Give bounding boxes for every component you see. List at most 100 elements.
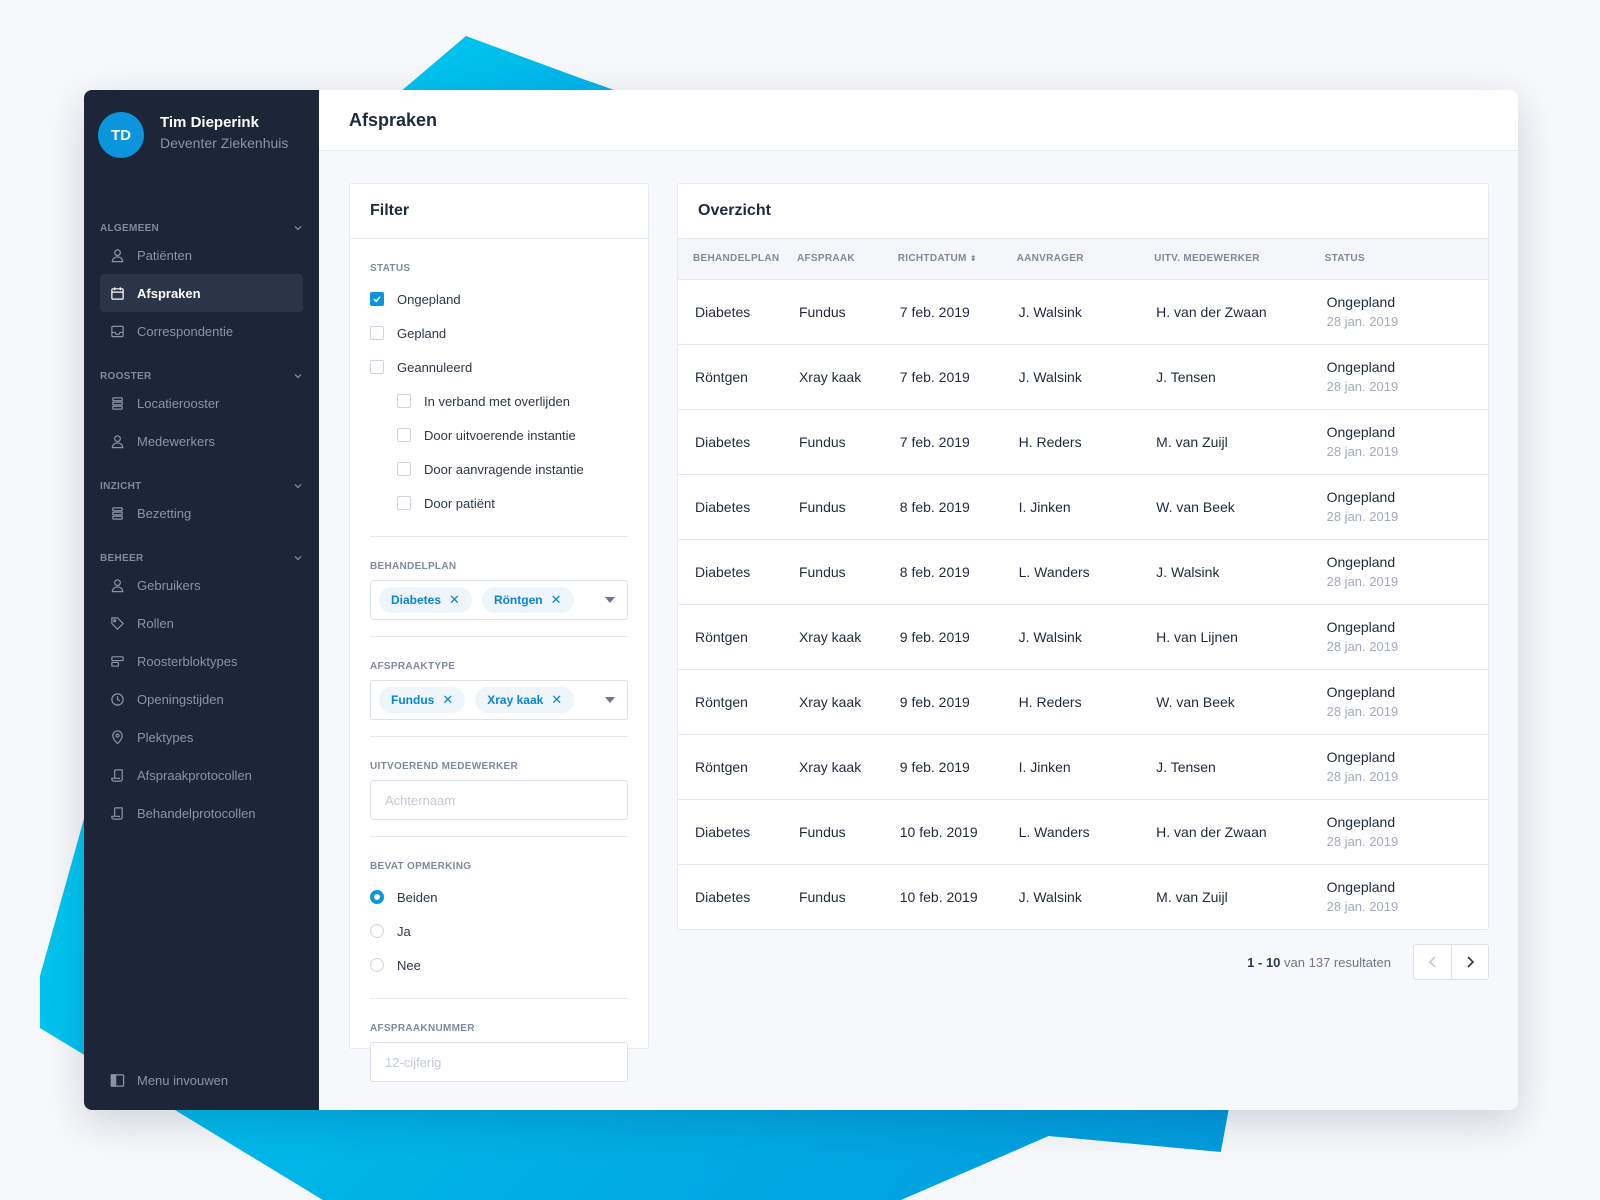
tag-label: Fundus bbox=[391, 693, 435, 707]
sidebar-item-behandelprotocollen[interactable]: Behandelprotocollen bbox=[100, 794, 303, 832]
checkbox[interactable] bbox=[370, 326, 384, 340]
table-row[interactable]: Röntgen Xray kaak 9 feb. 2019 I. Jinken J. T… bbox=[678, 734, 1488, 800]
afspraaktype-select[interactable]: Fundus ✕ Xray kaak ✕ bbox=[370, 680, 628, 720]
remove-tag-icon[interactable]: ✕ bbox=[449, 592, 460, 607]
nav-section-header[interactable]: BEHEER bbox=[100, 550, 303, 566]
opmerking-option-beiden[interactable]: Beiden bbox=[370, 880, 628, 914]
pin-icon bbox=[112, 729, 123, 744]
user-profile[interactable]: TD Tim Dieperink Deventer Ziekenhuis bbox=[84, 90, 319, 210]
nav-section-header[interactable]: ALGEMEEN bbox=[100, 220, 303, 236]
sidebar-item-openingstijden[interactable]: Openingstijden bbox=[100, 680, 303, 718]
sidebar-item-gebruikers[interactable]: Gebruikers bbox=[100, 566, 303, 604]
collapse-menu-label: Menu invouwen bbox=[137, 1073, 229, 1088]
pagination: 1 - 10 van 137 resultaten bbox=[677, 944, 1489, 980]
column-header-status[interactable]: STATUS bbox=[1309, 239, 1488, 280]
tag-xray-kaak: Xray kaak ✕ bbox=[475, 687, 575, 713]
status-date: 28 jan. 2019 bbox=[1326, 704, 1399, 719]
cell-uitv-medewerker: M. van Zuijl bbox=[1156, 888, 1228, 905]
column-header-uitv-medewerker[interactable]: UITV. MEDEWERKER bbox=[1139, 239, 1310, 280]
opmerking-option-ja[interactable]: Ja bbox=[370, 914, 628, 948]
sidebar-item-correspondentie[interactable]: Correspondentie bbox=[100, 312, 303, 350]
column-header-aanvrager[interactable]: AANVRAGER bbox=[1001, 239, 1140, 280]
main-area: Afspraken Filter STATUS Ongepland Gepland… bbox=[319, 90, 1518, 1110]
status-text: Ongepland bbox=[1326, 684, 1396, 700]
column-header-behandelplan[interactable]: BEHANDELPLAN bbox=[678, 239, 782, 280]
sidebar-item-locatierooster[interactable]: Locatierooster bbox=[100, 384, 303, 422]
table-row[interactable]: Röntgen Xray kaak 9 feb. 2019 J. Walsink H. … bbox=[678, 604, 1488, 670]
remove-tag-icon[interactable]: ✕ bbox=[550, 592, 562, 607]
cell-uitv-medewerker: M. van Zuijl bbox=[1139, 409, 1310, 475]
radio-button[interactable] bbox=[370, 958, 384, 972]
checkbox[interactable] bbox=[397, 496, 411, 510]
column-header-richtdatum[interactable]: RICHTDATUM ⬍ bbox=[882, 239, 1002, 280]
status-option-gepland[interactable]: Gepland bbox=[370, 316, 628, 350]
cell-aanvrager: H. Reders bbox=[1001, 409, 1140, 475]
table-row[interactable]: Diabetes Fundus 8 feb. 2019 L. Wanders J. Wa… bbox=[678, 539, 1488, 605]
avatar: TD bbox=[98, 112, 144, 158]
table-row[interactable]: Diabetes Fundus 8 feb. 2019 I. Jinken W. van… bbox=[678, 474, 1488, 540]
table-row[interactable]: Diabetes Fundus 7 feb. 2019 H. Reders M. van… bbox=[678, 409, 1488, 475]
sidebar-item-label: Behandelprotocollen bbox=[137, 805, 256, 821]
status-option-door-patient[interactable]: Door patiënt bbox=[370, 486, 628, 520]
sidebar-item-bezetting[interactable]: Bezetting bbox=[100, 494, 303, 532]
behandelplan-select[interactable]: Diabetes ✕ Röntgen ✕ bbox=[370, 580, 628, 620]
sidebar-item-plektypes[interactable]: Plektypes bbox=[100, 718, 303, 756]
checkbox[interactable] bbox=[397, 394, 411, 408]
status-text: Ongepland bbox=[1326, 619, 1396, 635]
table-row[interactable]: Diabetes Fundus 10 feb. 2019 L. Wanders H. v… bbox=[678, 799, 1488, 865]
column-header-label: BEHANDELPLAN bbox=[693, 253, 780, 265]
status-option-in-verband-met-overlijden[interactable]: In verband met overlijden bbox=[370, 384, 628, 418]
afspraaknummer-input[interactable] bbox=[370, 1042, 628, 1082]
chevron-right-icon bbox=[1467, 956, 1475, 968]
table-row[interactable]: Diabetes Fundus 10 feb. 2019 J. Walsink M. v… bbox=[678, 864, 1488, 929]
afspraaknummer-filter-label: AFSPRAAKNUMMER bbox=[370, 1023, 475, 1034]
collapse-menu-button[interactable]: Menu invouwen bbox=[110, 1073, 228, 1088]
previous-page-button[interactable] bbox=[1414, 945, 1451, 979]
remove-tag-icon[interactable]: ✕ bbox=[442, 692, 454, 707]
table-row[interactable]: Diabetes Fundus 7 feb. 2019 J. Walsink H. va… bbox=[678, 279, 1488, 345]
status-date: 28 jan. 2019 bbox=[1326, 899, 1399, 915]
sort-icon[interactable]: ⬍ bbox=[969, 254, 977, 264]
radio-button[interactable] bbox=[370, 890, 384, 904]
sidebar-item-patienten[interactable]: Patiënten bbox=[100, 236, 303, 274]
status-option-geannuleerd[interactable]: Geannuleerd bbox=[370, 350, 628, 384]
medewerker-input[interactable] bbox=[370, 780, 628, 820]
dropdown-caret-icon[interactable] bbox=[605, 597, 615, 603]
status-option-door-uitvoerende-instantie[interactable]: Door uitvoerende instantie bbox=[370, 418, 628, 452]
nav-section-header[interactable]: INZICHT bbox=[100, 478, 303, 494]
nav-section-beheer: BEHEER Gebruikers Rollen Roosterbloktypes Op… bbox=[84, 550, 319, 832]
checkbox-label: Gepland bbox=[397, 325, 447, 341]
sidebar-item-afspraken[interactable]: Afspraken bbox=[100, 274, 303, 312]
sidebar-item-medewerkers[interactable]: Medewerkers bbox=[100, 422, 303, 460]
table-row[interactable]: Röntgen Xray kaak 7 feb. 2019 J. Walsink J. … bbox=[678, 344, 1488, 410]
cell-uitv-medewerker: J. Tensen bbox=[1139, 734, 1310, 800]
opmerking-option-nee[interactable]: Nee bbox=[370, 948, 628, 982]
status-date: 28 jan. 2019 bbox=[1326, 574, 1399, 589]
remove-tag-icon[interactable]: ✕ bbox=[551, 692, 563, 707]
afspraaktype-filter-group: AFSPRAAKTYPE Fundus ✕ Xray kaak ✕ bbox=[370, 637, 628, 737]
dropdown-caret-icon[interactable] bbox=[605, 697, 615, 703]
status-option-ongepland[interactable]: Ongepland bbox=[370, 282, 628, 316]
cell-richtdatum: 7 feb. 2019 bbox=[882, 409, 1002, 475]
checkbox[interactable] bbox=[397, 462, 411, 476]
sidebar-item-roosterbloktypes[interactable]: Roosterbloktypes bbox=[100, 642, 303, 680]
checkbox-label: Door patiënt bbox=[424, 495, 495, 511]
checkbox[interactable] bbox=[397, 428, 411, 442]
cell-aanvrager: I. Jinken bbox=[1001, 734, 1140, 800]
afspraaktype-filter-label: AFSPRAAKTYPE bbox=[370, 661, 456, 672]
column-header-afspraak[interactable]: AFSPRAAK bbox=[781, 239, 883, 280]
clock-icon bbox=[111, 692, 124, 706]
sidebar-item-afspraakprotocollen[interactable]: Afspraakprotocollen bbox=[100, 756, 303, 794]
chevron-down-icon bbox=[294, 374, 302, 379]
cell-status: Ongepland 28 jan. 2019 bbox=[1309, 604, 1488, 670]
sidebar-item-rollen[interactable]: Rollen bbox=[100, 604, 303, 642]
checkbox[interactable] bbox=[370, 360, 384, 374]
checkbox[interactable] bbox=[370, 292, 384, 306]
cell-status: Ongepland 28 jan. 2019 bbox=[1309, 734, 1488, 800]
table-row[interactable]: Röntgen Xray kaak 9 feb. 2019 H. Reders W. v… bbox=[678, 669, 1488, 735]
status-option-door-aanvragende-instantie[interactable]: Door aanvragende instantie bbox=[370, 452, 628, 486]
nav-section-header[interactable]: ROOSTER bbox=[100, 368, 303, 384]
radio-button[interactable] bbox=[370, 924, 384, 938]
next-page-button[interactable] bbox=[1451, 945, 1488, 979]
nav-section-algemeen: ALGEMEEN Patiënten Afspraken Correspondenti… bbox=[84, 220, 319, 350]
